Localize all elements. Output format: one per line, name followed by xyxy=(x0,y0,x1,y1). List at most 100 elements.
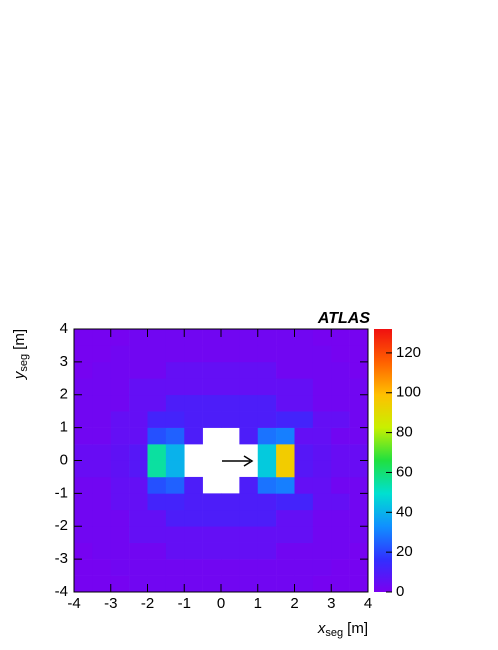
heatmap-cell xyxy=(184,329,203,346)
heatmap-cell xyxy=(349,345,369,363)
heatmap-cell xyxy=(239,378,259,396)
heatmap-cell xyxy=(257,542,277,560)
heatmap-cell xyxy=(294,444,314,461)
heatmap-cell xyxy=(184,559,203,576)
colorbar-tick-label: 40 xyxy=(396,503,413,520)
y-tick-label: -3 xyxy=(55,550,68,567)
heatmap-cell xyxy=(276,378,295,396)
heatmap-cell xyxy=(221,526,240,543)
heatmap-cell xyxy=(257,378,277,396)
heatmap-cell xyxy=(147,460,167,478)
heatmap-cell xyxy=(312,394,332,412)
heatmap-cell xyxy=(74,345,93,363)
heatmap-cell xyxy=(165,559,185,576)
heatmap-cell xyxy=(221,575,240,593)
heatmap-cell xyxy=(239,345,259,363)
heatmap-cell xyxy=(92,542,112,560)
heatmap-cell xyxy=(294,329,314,346)
heatmap-cell xyxy=(129,329,148,346)
heatmap-cell xyxy=(165,411,185,428)
heatmap-cell xyxy=(239,411,259,428)
heatmap-cell xyxy=(257,394,277,412)
heatmap-cell xyxy=(257,345,277,363)
x-tick-label: 0 xyxy=(217,595,225,612)
heatmap-cell xyxy=(147,427,167,445)
heatmap-cell xyxy=(294,559,314,576)
colorbar-tick-label: 80 xyxy=(396,424,413,441)
heatmap-cell xyxy=(349,476,369,494)
heatmap-cell xyxy=(202,329,222,346)
heatmap-cell xyxy=(331,378,350,396)
heatmap-cell xyxy=(202,559,222,576)
heatmap-cell xyxy=(92,394,112,412)
heatmap xyxy=(74,329,369,593)
heatmap-cell xyxy=(276,526,295,543)
heatmap-cell xyxy=(147,378,167,396)
heatmap-cell xyxy=(349,526,369,543)
heatmap-cell xyxy=(331,509,350,527)
heatmap-cell xyxy=(276,444,295,461)
heatmap-cell xyxy=(257,427,277,445)
heatmap-cell xyxy=(294,378,314,396)
heatmap-cell xyxy=(312,378,332,396)
heatmap-cell xyxy=(165,526,185,543)
x-axis-label: xseg [m] xyxy=(317,620,368,639)
heatmap-cell xyxy=(110,345,130,363)
heatmap-cell xyxy=(312,427,332,445)
x-tick-label: 3 xyxy=(327,595,335,612)
arrow-head xyxy=(243,455,254,467)
heatmap-cell xyxy=(294,542,314,560)
heatmap-cell xyxy=(294,345,314,363)
heatmap-cell xyxy=(294,526,314,543)
heatmap-cell xyxy=(312,476,332,494)
colorbar xyxy=(374,329,392,592)
heatmap-cell xyxy=(184,575,203,593)
heatmap-cell xyxy=(110,411,130,428)
heatmap-cell xyxy=(147,345,167,363)
heatmap-cell xyxy=(312,411,332,428)
heatmap-cell xyxy=(239,394,259,412)
heatmap-cell xyxy=(92,444,112,461)
heatmap-cell xyxy=(147,493,167,511)
heatmap-cell xyxy=(110,378,130,396)
x-tick-label: 2 xyxy=(290,595,298,612)
heatmap-cell xyxy=(257,476,277,494)
heatmap-cell xyxy=(74,559,93,576)
heatmap-cell xyxy=(92,526,112,543)
heatmap-cell xyxy=(165,394,185,412)
heatmap-cell xyxy=(129,378,148,396)
heatmap-cell xyxy=(221,345,240,363)
heatmap-cell xyxy=(312,575,332,593)
heatmap-cell xyxy=(74,361,93,379)
heatmap-cell xyxy=(276,427,295,445)
heatmap-cell xyxy=(110,427,130,445)
heatmap-cell xyxy=(92,378,112,396)
heatmap-cell xyxy=(184,378,203,396)
heatmap-cell xyxy=(165,329,185,346)
heatmap-cell xyxy=(221,378,240,396)
heatmap-cell xyxy=(276,329,295,346)
heatmap-cell xyxy=(147,361,167,379)
x-tick-label: -2 xyxy=(141,595,154,612)
heatmap-cell xyxy=(331,493,350,511)
heatmap-cell xyxy=(92,493,112,511)
heatmap-cell xyxy=(147,542,167,560)
heatmap-cell xyxy=(276,476,295,494)
heatmap-cell xyxy=(257,559,277,576)
heatmap-cell xyxy=(74,493,93,511)
heatmap-cell xyxy=(129,526,148,543)
heatmap-cell xyxy=(184,411,203,428)
heatmap-cell xyxy=(184,493,203,511)
heatmap-cell xyxy=(257,361,277,379)
heatmap-cell xyxy=(221,559,240,576)
heatmap-cell xyxy=(74,509,93,527)
x-label-unit: [m] xyxy=(347,620,368,637)
heatmap-cell xyxy=(312,444,332,461)
heatmap-cell xyxy=(92,460,112,478)
heatmap-cell xyxy=(331,526,350,543)
heatmap-cell xyxy=(331,394,350,412)
heatmap-cell xyxy=(331,345,350,363)
heatmap-cell xyxy=(202,493,222,511)
heatmap-cell xyxy=(331,427,350,445)
heatmap-cell xyxy=(221,493,240,511)
